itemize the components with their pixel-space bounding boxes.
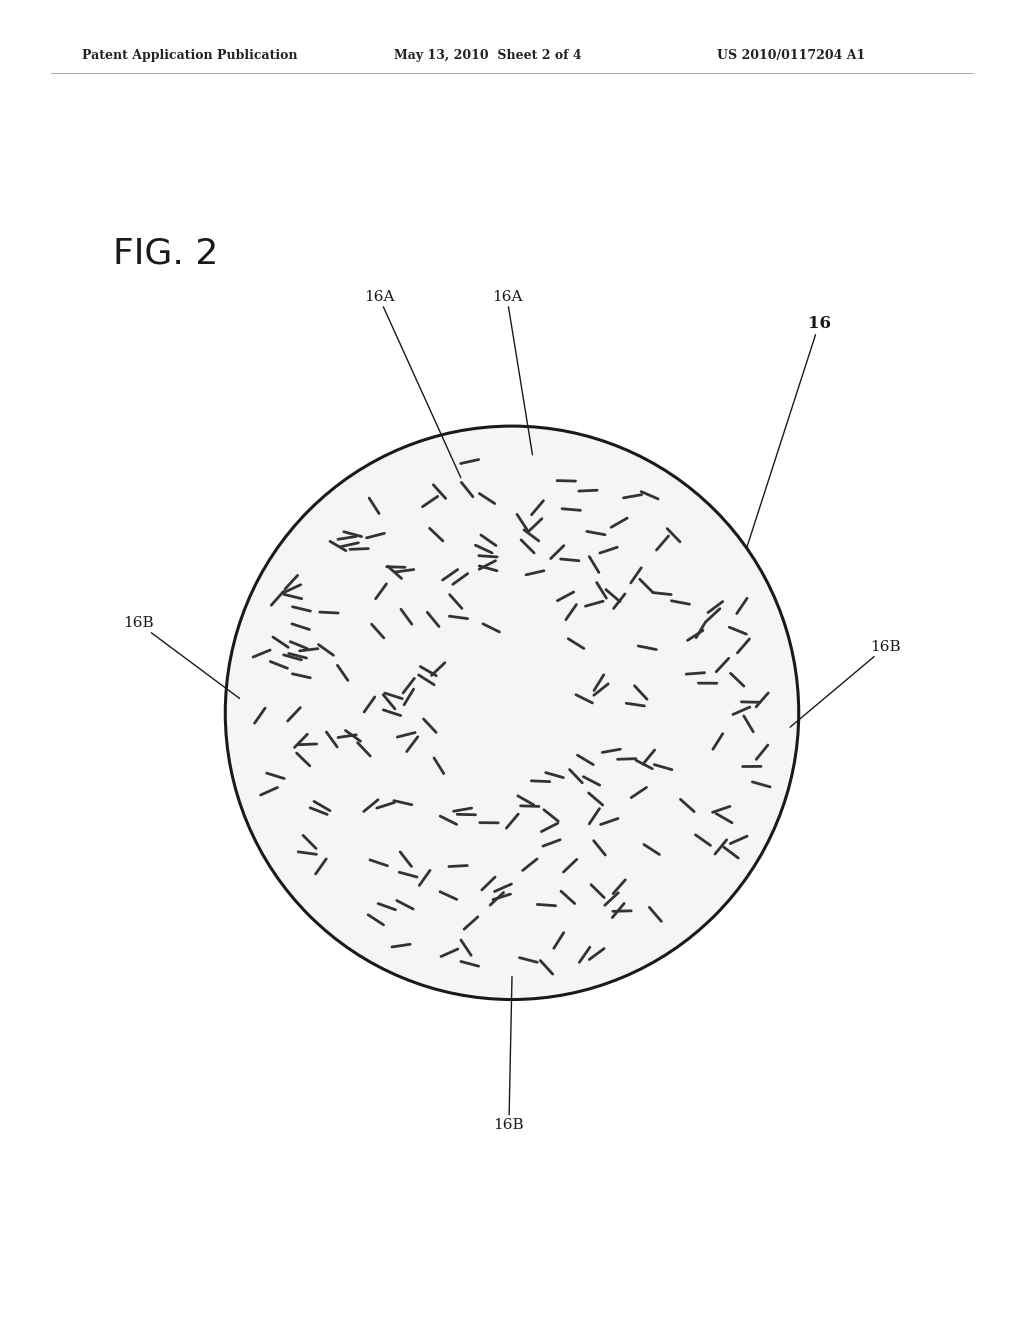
Text: 16B: 16B xyxy=(123,616,240,698)
Text: May 13, 2010  Sheet 2 of 4: May 13, 2010 Sheet 2 of 4 xyxy=(394,49,582,62)
Text: 16A: 16A xyxy=(492,290,532,455)
Text: 16: 16 xyxy=(748,315,830,546)
Text: 16B: 16B xyxy=(494,977,524,1131)
Text: FIG. 2: FIG. 2 xyxy=(113,238,218,271)
Text: 16A: 16A xyxy=(364,290,461,478)
Text: Patent Application Publication: Patent Application Publication xyxy=(82,49,297,62)
Ellipse shape xyxy=(225,426,799,999)
Text: US 2010/0117204 A1: US 2010/0117204 A1 xyxy=(717,49,865,62)
Text: 16B: 16B xyxy=(791,640,901,727)
